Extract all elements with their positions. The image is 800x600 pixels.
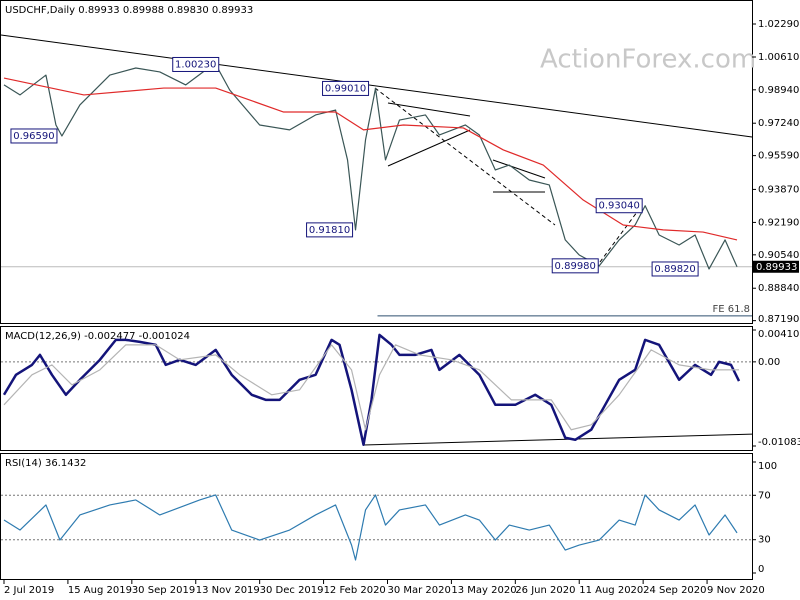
y-tick-label: 0.00 bbox=[758, 357, 780, 368]
series-line bbox=[3, 77, 738, 241]
price-label-box bbox=[10, 128, 58, 144]
pattern-line bbox=[492, 159, 546, 179]
y-tick-label: 0 bbox=[758, 564, 764, 575]
x-tick-label: 12 Feb 2020 bbox=[324, 585, 386, 596]
series-line bbox=[2, 333, 741, 446]
rsi-panel bbox=[0, 453, 753, 580]
price-label-box bbox=[651, 261, 699, 277]
y-tick-label: 1.00610 bbox=[758, 52, 799, 63]
price-label: 0.89820 bbox=[654, 264, 695, 275]
series-line bbox=[3, 494, 738, 561]
price-label: 0.93040 bbox=[598, 201, 639, 212]
y-tick-label: 0.95590 bbox=[758, 151, 799, 162]
macd-panel bbox=[0, 326, 753, 451]
y-tick-label: 0.004101 bbox=[758, 329, 800, 340]
x-tick-label: 30 Mar 2020 bbox=[387, 585, 450, 596]
x-tick-label: 15 Aug 2019 bbox=[68, 585, 132, 596]
trend-line bbox=[0, 34, 753, 138]
header: USDCHF,Daily 0.89933 0.89988 0.89830 0.8… bbox=[5, 5, 253, 16]
x-tick-label: 13 May 2020 bbox=[451, 585, 516, 596]
x-tick-label: 24 Sep 2020 bbox=[643, 585, 706, 596]
y-tick-label: 100 bbox=[758, 461, 777, 472]
x-tick-label: 2 Jul 2019 bbox=[4, 585, 54, 596]
last-price-box bbox=[753, 260, 799, 273]
watermark: ActionForex.com bbox=[540, 45, 756, 75]
patterns bbox=[374, 87, 641, 263]
y-tick-label: 0.98940 bbox=[758, 85, 799, 96]
price-label: 0.96590 bbox=[13, 131, 54, 142]
price-label-box bbox=[322, 80, 370, 96]
y-tick-label: 70 bbox=[758, 490, 771, 501]
y-tick-label: -0.010833 bbox=[758, 437, 800, 448]
y-tick-label: 0.93870 bbox=[758, 184, 799, 195]
pattern-line bbox=[387, 129, 471, 167]
series-line bbox=[3, 63, 738, 270]
x-tick-label: 9 Nov 2020 bbox=[707, 585, 765, 596]
price-label-box bbox=[172, 56, 220, 72]
last-price-label: 0.89933 bbox=[756, 262, 797, 273]
rsi-title: RSI(14) 36.1432 bbox=[5, 458, 86, 469]
x-tick-label: 30 Dec 2019 bbox=[260, 585, 324, 596]
price-panel bbox=[0, 0, 753, 324]
dashed-line bbox=[374, 87, 556, 226]
y-tick-label: 0.92190 bbox=[758, 217, 799, 228]
x-tick-label: 30 Sep 2019 bbox=[132, 585, 195, 596]
y-tick-label: 1.02290 bbox=[758, 19, 799, 30]
series-line bbox=[3, 344, 740, 431]
x-tick-label: 26 Jun 2020 bbox=[515, 585, 575, 596]
fe-label: FE 61.8 bbox=[712, 304, 750, 315]
price-label-box bbox=[306, 222, 354, 238]
price-label: 1.00230 bbox=[175, 59, 216, 70]
y-tick-label: 0.87190 bbox=[758, 314, 799, 325]
y-tick-label: 0.88840 bbox=[758, 283, 799, 294]
x-tick-label: 13 Nov 2019 bbox=[196, 585, 260, 596]
price-label: 0.89980 bbox=[555, 261, 596, 272]
macd-title: MACD(12,26,9) -0.002477 -0.001024 bbox=[5, 331, 190, 342]
x-tick-label: 11 Aug 2020 bbox=[579, 585, 643, 596]
price-label-box bbox=[551, 258, 599, 274]
dashed-line bbox=[599, 207, 641, 263]
trend-line bbox=[363, 433, 753, 446]
price-label: 0.99010 bbox=[325, 83, 366, 94]
y-tick-label: 0.90540 bbox=[758, 250, 799, 261]
price-label-box bbox=[595, 198, 643, 214]
y-tick-label: 30 bbox=[758, 535, 771, 546]
pattern-line bbox=[387, 102, 471, 117]
price-label: 0.91810 bbox=[309, 225, 350, 236]
y-tick-label: 0.97240 bbox=[758, 118, 799, 129]
